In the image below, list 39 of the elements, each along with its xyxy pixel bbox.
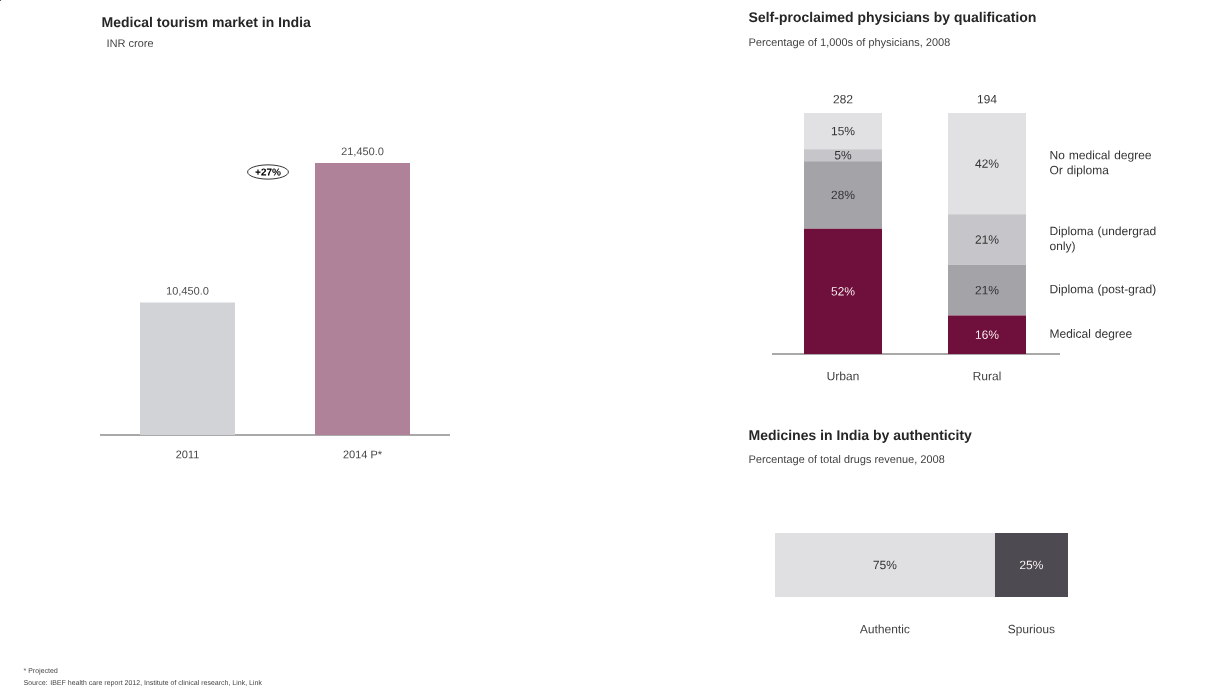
bar xyxy=(947,315,1026,354)
data-label: 10,450.0 xyxy=(166,286,209,296)
x-tick-label: 2014 P* xyxy=(343,450,382,459)
data-label: 21% xyxy=(975,235,999,244)
bar xyxy=(804,228,882,354)
text: Diploma (post-grad) xyxy=(1050,284,1156,296)
data-label: 15% xyxy=(831,126,855,136)
annotation: 282 xyxy=(833,94,853,104)
chart-title: Medical tourism market in India xyxy=(102,16,311,28)
text: Medical degree xyxy=(1050,329,1132,341)
text: No medical degree Or diploma xyxy=(1050,150,1152,177)
x-tick-label: Rural xyxy=(973,371,1001,381)
data-label: 16% xyxy=(975,330,999,339)
data-label: 5% xyxy=(834,150,852,160)
bar xyxy=(804,161,882,229)
data-label: 28% xyxy=(831,190,855,200)
text: Diploma (undergrad only) xyxy=(1050,226,1156,253)
chart-title: Medicines in India by authenticity xyxy=(749,429,972,443)
bar xyxy=(804,149,882,162)
chart-subtitle: Percentage of total drugs revenue, 2008 xyxy=(749,455,945,466)
data-label: 21,450.0 xyxy=(341,147,384,157)
chart-subtitle: INR crore xyxy=(107,39,154,48)
data-label: 21% xyxy=(975,285,999,295)
text: Authentic xyxy=(859,624,910,634)
text: Spurious xyxy=(1008,624,1055,636)
annotation: +27% xyxy=(255,168,281,176)
data-label: 75% xyxy=(873,560,897,570)
annotation: 194 xyxy=(977,94,997,104)
bar xyxy=(947,214,1026,265)
bar xyxy=(947,112,1026,215)
x-tick-label: Urban xyxy=(827,371,859,381)
data-label: 42% xyxy=(975,159,999,168)
data-label: 52% xyxy=(831,287,855,296)
chart-title: Self-proclaimed physicians by qualification xyxy=(748,11,1036,25)
x-tick-label: 2011 xyxy=(176,450,199,459)
data-label: 25% xyxy=(1019,560,1043,570)
bar xyxy=(804,112,882,150)
chart-subtitle: Percentage of 1,000s of physicians, 2008 xyxy=(749,38,950,49)
bar xyxy=(947,264,1026,316)
